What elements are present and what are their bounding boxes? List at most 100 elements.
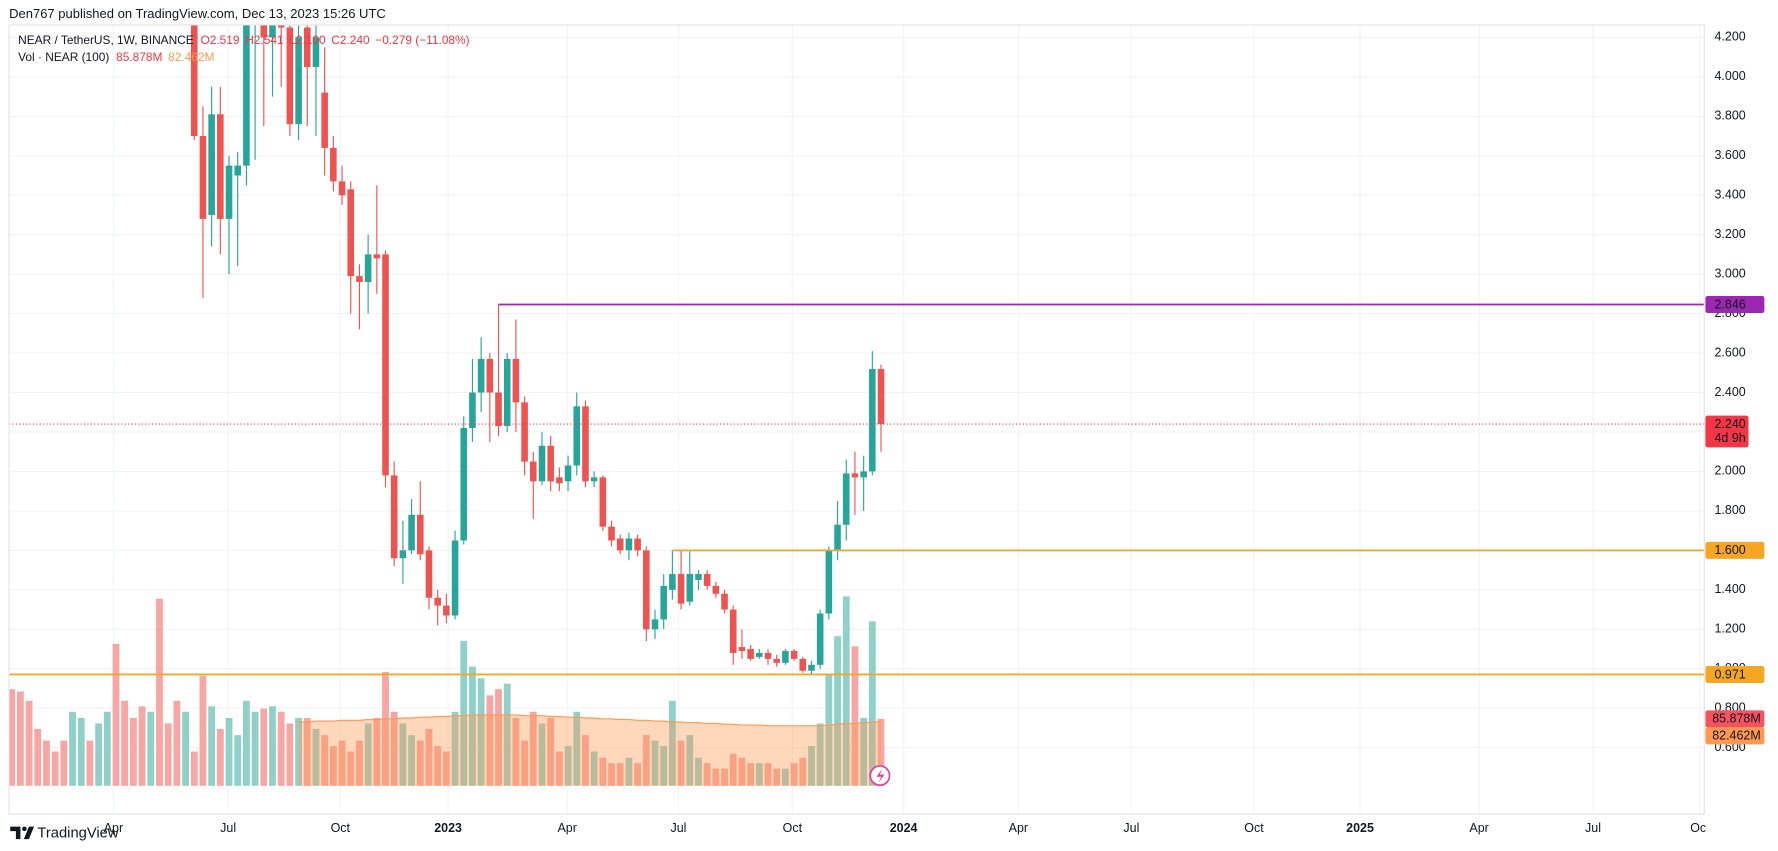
volume-bar	[147, 711, 155, 786]
volume-bar	[651, 740, 659, 786]
candle-body	[634, 538, 641, 551]
level-price-box	[1705, 665, 1765, 683]
volume-bar	[312, 728, 320, 786]
volume-bar	[25, 700, 33, 786]
volume-bar	[634, 763, 642, 786]
x-tick-label: Oct	[783, 821, 803, 835]
volume-bar	[477, 678, 485, 786]
candle-body	[260, 24, 268, 38]
candle-body	[860, 471, 867, 478]
candle-body	[799, 658, 807, 671]
volume-bar	[503, 683, 511, 786]
volume-bar	[51, 751, 59, 786]
volume-bar	[799, 757, 807, 786]
volume-bar	[129, 717, 137, 786]
candle-body	[390, 475, 398, 559]
volume-bar	[564, 746, 572, 786]
volume-value-box	[1705, 710, 1765, 728]
x-tick-label: Oct	[1690, 821, 1710, 835]
volume-bar	[86, 740, 94, 786]
volume-bar	[234, 735, 242, 786]
candle-body	[660, 585, 667, 620]
volume-bar	[573, 711, 581, 786]
candle-body	[503, 358, 511, 427]
legend-change: −0.279 (−11.08%)	[375, 33, 469, 47]
level-price-label: 2.846	[1714, 297, 1745, 311]
volume-bar	[469, 666, 476, 786]
y-tick-label: 3.200	[1714, 227, 1745, 241]
candle-body	[364, 254, 372, 283]
candle-body	[816, 613, 824, 665]
plot-area	[9, 24, 1705, 786]
volume-bar	[512, 717, 520, 786]
candle-body	[338, 181, 346, 196]
volume-ma-box	[1705, 727, 1765, 745]
volume-bar	[495, 689, 502, 786]
candle-body	[530, 461, 537, 482]
candle-body	[199, 136, 207, 219]
candle-body	[564, 465, 572, 482]
volume-bar	[425, 728, 433, 786]
volume-bar	[755, 763, 763, 786]
x-tick-label: 2025	[1346, 821, 1374, 835]
y-tick-label: 4.000	[1714, 69, 1745, 83]
candle-body	[790, 650, 798, 659]
candle-body	[677, 574, 685, 604]
alert-icon	[869, 765, 891, 787]
volume-bar	[347, 751, 355, 786]
volume-bar	[295, 717, 302, 786]
symbol-legend: NEAR / TetherUS, 1W, BINANCE O2.519 H2.541…	[18, 33, 469, 47]
candle-body	[842, 473, 850, 525]
candle-body	[808, 664, 815, 671]
price-axis: 0.6000.8001.0001.2001.4001.6001.8002.000…	[1705, 30, 1765, 754]
volume-bar	[773, 768, 781, 786]
volume-bar	[173, 700, 181, 786]
legend-high: H2.541	[245, 33, 284, 47]
candle-body	[695, 574, 702, 580]
candle-body	[643, 550, 650, 630]
candle-body	[712, 585, 720, 594]
candle-body	[347, 189, 355, 277]
volume-bar	[868, 621, 876, 786]
volume-title: Vol · NEAR (100)	[18, 50, 109, 64]
candle-body	[538, 445, 546, 482]
candle-body	[321, 92, 328, 148]
candle-body	[729, 609, 737, 653]
footer-brand: TradingView	[37, 825, 118, 841]
x-tick-label: Oct	[331, 821, 351, 835]
volume-bar	[668, 700, 676, 786]
candle-body	[330, 147, 337, 182]
candle-body	[277, 24, 285, 28]
volume-bar	[781, 768, 789, 786]
candle-body	[599, 477, 607, 527]
candle-body	[434, 597, 441, 606]
candle-body	[669, 574, 676, 590]
candle-body	[625, 538, 633, 551]
volume-bar	[390, 711, 398, 786]
candle-body	[243, 24, 250, 166]
y-tick-label: 1.200	[1714, 622, 1745, 636]
countdown-label: 4d 9h	[1714, 431, 1745, 445]
volume-bar	[842, 596, 850, 786]
candle-body	[356, 276, 363, 283]
volume-bar	[764, 763, 772, 786]
volume-bar	[851, 646, 859, 786]
volume-bar	[686, 735, 694, 786]
candle-body	[773, 658, 780, 663]
volume-bar	[208, 706, 216, 786]
volume-bar	[712, 768, 720, 786]
candle-body	[225, 165, 233, 219]
x-tick-label: 2023	[434, 821, 462, 835]
x-tick-label: 2024	[890, 821, 918, 835]
candle-body	[756, 652, 763, 657]
y-tick-label: 3.800	[1714, 109, 1745, 123]
volume-bar	[747, 763, 755, 786]
volume-bar	[364, 723, 372, 786]
candle-body	[451, 540, 459, 616]
volume-bar	[738, 757, 746, 786]
candle-body	[408, 514, 415, 551]
candle-body	[495, 392, 502, 427]
volume-bar	[77, 717, 85, 786]
candle-body	[782, 650, 789, 663]
